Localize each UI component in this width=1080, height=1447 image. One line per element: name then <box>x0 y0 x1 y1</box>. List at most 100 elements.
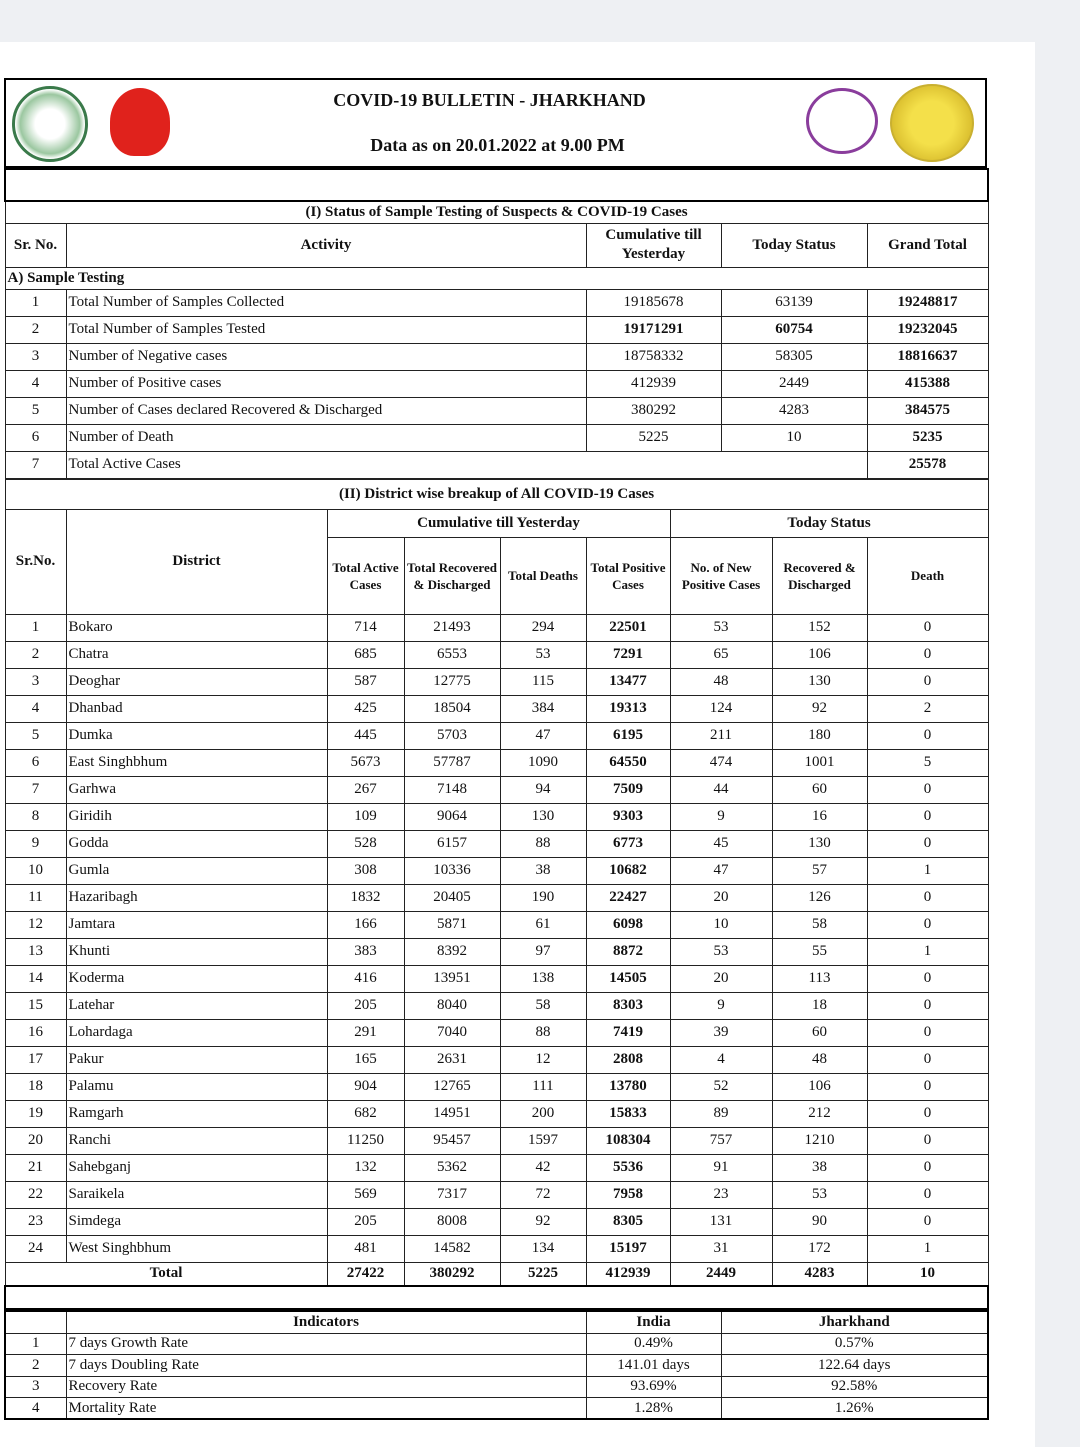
district-cell: 21493 <box>403 613 501 642</box>
district-cell: 211 <box>669 721 773 750</box>
district-cell: 24 <box>4 1234 67 1263</box>
district-cell: 5871 <box>403 910 501 939</box>
district-cell: 8 <box>4 802 67 831</box>
sr-cell: 4 <box>4 369 67 398</box>
district-row: 14 Koderma 416 13951 138 14505 20 113 0 <box>4 964 989 993</box>
district-cell: 200 <box>499 1099 587 1128</box>
district-name: Dumka <box>65 721 328 750</box>
district-cell: 111 <box>499 1072 587 1101</box>
district-cell: 569 <box>326 1180 405 1209</box>
district-cell: 23 <box>669 1180 773 1209</box>
district-cell: 57 <box>771 856 868 885</box>
indicator-cell: 2 <box>4 1354 67 1377</box>
district-cell: 64550 <box>585 748 671 777</box>
district-row: 4 Dhanbad 425 18504 384 19313 124 92 2 <box>4 694 989 723</box>
swasth-jharkhand-logo <box>806 88 878 154</box>
district-name: Simdega <box>65 1207 328 1236</box>
district-cell: 20 <box>669 883 773 912</box>
district-cell: 0 <box>866 1180 989 1209</box>
district-cell: 10 <box>669 910 773 939</box>
district-cell: 88 <box>499 829 587 858</box>
district-cell: 1 <box>866 1234 989 1263</box>
district-row: 5 Dumka 445 5703 47 6195 211 180 0 <box>4 721 989 750</box>
grand-total-cell: 384575 <box>866 396 989 425</box>
district-name: Garhwa <box>65 775 328 804</box>
grand-total-cell: 19248817 <box>866 288 989 317</box>
district-cell: 109 <box>326 802 405 831</box>
district-cell: 166 <box>326 910 405 939</box>
district-cell: 88 <box>499 1018 587 1047</box>
district-cell: 685 <box>326 640 405 669</box>
district-cell: 92 <box>499 1207 587 1236</box>
district-cell: 95457 <box>403 1126 501 1155</box>
district-cell: 0 <box>866 721 989 750</box>
district-cell: 7291 <box>585 640 671 669</box>
district-cell: 165 <box>326 1045 405 1074</box>
district-cell: 22501 <box>585 613 671 642</box>
district-cell: 108304 <box>585 1126 671 1155</box>
district-cell: 294 <box>499 613 587 642</box>
district-cell: 0 <box>866 829 989 858</box>
district-cell: 8872 <box>585 937 671 966</box>
district-cell: 134 <box>499 1234 587 1263</box>
district-cell: 7958 <box>585 1180 671 1209</box>
district-cell: 308 <box>326 856 405 885</box>
cumulative-cell: 380292 <box>585 396 722 425</box>
district-cell: 152 <box>771 613 868 642</box>
district-cell: 48 <box>771 1045 868 1074</box>
district-cell: 7317 <box>403 1180 501 1209</box>
district-cell: 14505 <box>585 964 671 993</box>
district-cell: 132 <box>326 1153 405 1182</box>
activity-cell: Total Number of Samples Tested <box>65 315 587 344</box>
district-cell: 53 <box>499 640 587 669</box>
district-cell: 22427 <box>585 883 671 912</box>
district-cell: 13477 <box>585 667 671 696</box>
district-cell: 20405 <box>403 883 501 912</box>
district-cell: 474 <box>669 748 773 777</box>
district-row: 12 Jamtara 166 5871 61 6098 10 58 0 <box>4 910 989 939</box>
district-cell: 682 <box>326 1099 405 1128</box>
grand-total-cell: 415388 <box>866 369 989 398</box>
col-sr-no: Sr.No. <box>4 508 67 615</box>
bulletin-date: Data as on 20.01.2022 at 9.00 PM <box>370 135 625 155</box>
district-cell: 291 <box>326 1018 405 1047</box>
district-cell: 106 <box>771 1072 868 1101</box>
today-cell: 58305 <box>720 342 868 371</box>
district-row: 21 Sahebganj 132 5362 42 5536 91 38 0 <box>4 1153 989 1182</box>
today-cell: 63139 <box>720 288 868 317</box>
active-label: Total Active Cases <box>65 450 868 479</box>
district-cell: 72 <box>499 1180 587 1209</box>
indicator-cell: 0.57% <box>720 1332 989 1355</box>
district-cell: 205 <box>326 1207 405 1236</box>
district-name: Sahebganj <box>65 1153 328 1182</box>
district-cell: 12 <box>499 1045 587 1074</box>
district-cell: 0 <box>866 964 989 993</box>
district-cell: 0 <box>866 1126 989 1155</box>
col-grand-total: Grand Total <box>866 222 989 268</box>
bulletin-title: COVID-19 BULLETIN - JHARKHAND <box>333 90 646 110</box>
indicator-cell: 4 <box>4 1397 67 1420</box>
district-cell: 9 <box>669 802 773 831</box>
total-cell: 4283 <box>771 1261 868 1287</box>
district-cell: 19313 <box>585 694 671 723</box>
district-row: 22 Saraikela 569 7317 72 7958 23 53 0 <box>4 1180 989 1209</box>
district-cell: 180 <box>771 721 868 750</box>
sample-testing-table: (I) Status of Sample Testing of Suspects… <box>3 168 990 479</box>
district-cell: 6773 <box>585 829 671 858</box>
group-cumulative: Cumulative till Yesterday <box>326 508 671 538</box>
jharkhand-seal-logo <box>12 86 88 162</box>
district-row: 9 Godda 528 6157 88 6773 45 130 0 <box>4 829 989 858</box>
total-label: Total <box>4 1261 328 1287</box>
district-name: Gumla <box>65 856 328 885</box>
col-header: Total Deaths <box>499 536 587 615</box>
district-cell: 65 <box>669 640 773 669</box>
district-cell: 6 <box>4 748 67 777</box>
district-cell: 0 <box>866 1099 989 1128</box>
bulletin-header: COVID-19 BULLETIN - JHARKHAND Data as on… <box>4 78 987 168</box>
district-cell: 757 <box>669 1126 773 1155</box>
district-cell: 90 <box>771 1207 868 1236</box>
district-cell: 0 <box>866 1072 989 1101</box>
total-cell: 5225 <box>499 1261 587 1287</box>
col-district: District <box>65 508 328 615</box>
district-cell: 55 <box>771 937 868 966</box>
